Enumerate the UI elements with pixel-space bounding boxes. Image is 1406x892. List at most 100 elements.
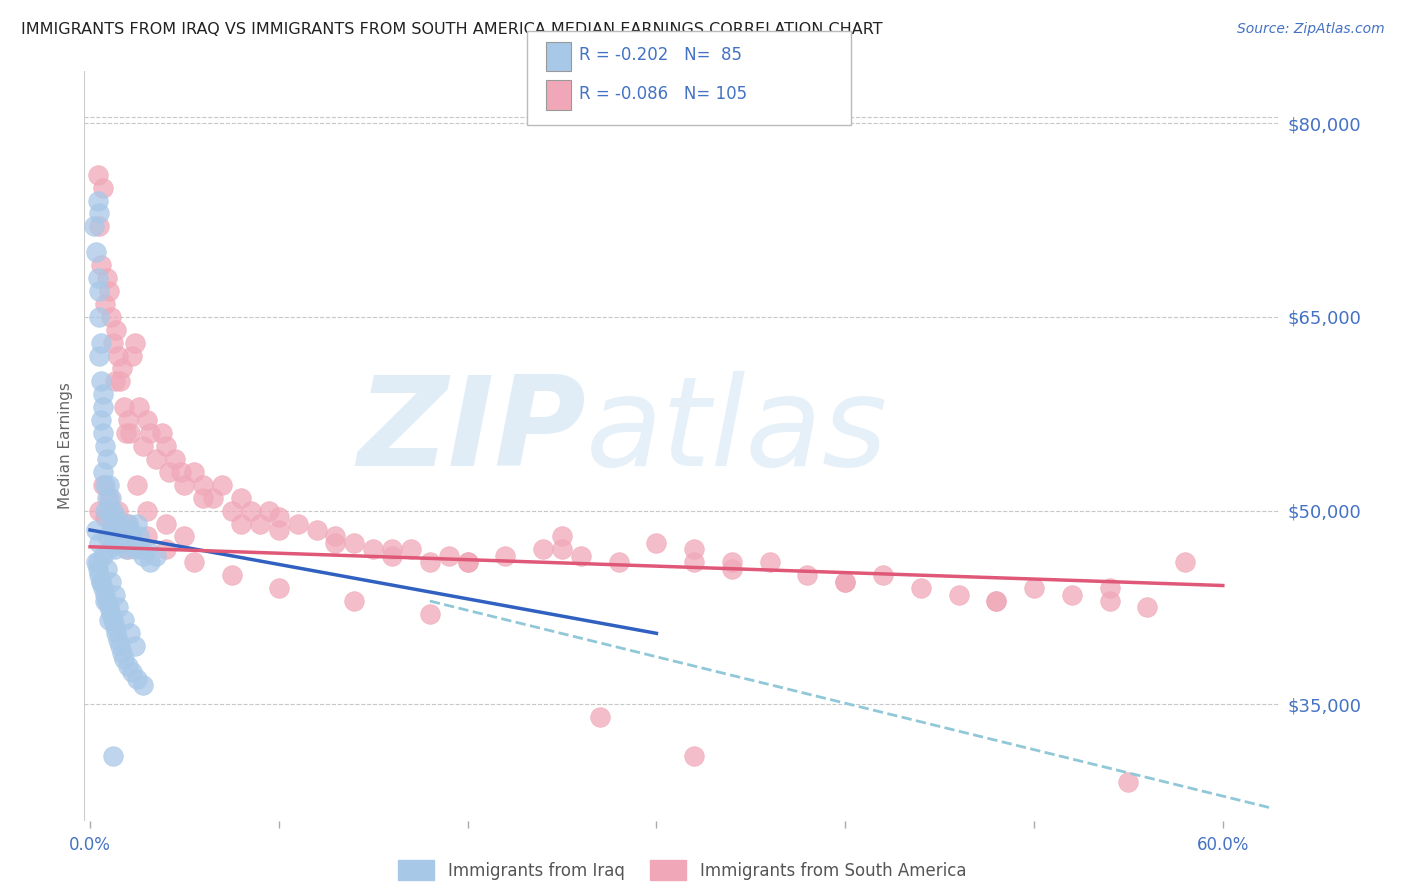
Point [122, 536, 145, 550]
Point [1118, 775, 1140, 789]
Point [155, 439, 177, 453]
Point [115, 426, 138, 441]
Point [683, 749, 706, 764]
Point [91, 387, 114, 401]
Point [94, 477, 117, 491]
Point [111, 361, 134, 376]
Text: R = -0.202   N=  85: R = -0.202 N= 85 [579, 46, 742, 64]
Point [986, 594, 1008, 608]
Point [115, 542, 138, 557]
Point [107, 516, 129, 531]
Point [607, 555, 630, 569]
Point [100, 516, 122, 531]
Point [94, 297, 117, 311]
Point [169, 465, 191, 479]
Point [86, 168, 108, 182]
Point [96, 491, 118, 505]
Point [221, 568, 243, 582]
Point [305, 523, 328, 537]
Point [96, 562, 118, 576]
Point [758, 555, 780, 569]
Point [721, 555, 744, 569]
Point [1060, 588, 1083, 602]
Point [221, 503, 243, 517]
Point [101, 529, 124, 543]
Point [91, 581, 114, 595]
Point [100, 310, 122, 324]
Point [267, 581, 290, 595]
Point [97, 614, 120, 628]
Point [105, 323, 128, 337]
Text: R = -0.086   N= 105: R = -0.086 N= 105 [579, 85, 748, 103]
Point [105, 510, 128, 524]
Point [381, 549, 404, 563]
Point [83, 219, 105, 234]
Point [381, 542, 404, 557]
Point [132, 549, 155, 563]
Point [457, 555, 479, 569]
Point [101, 614, 124, 628]
Point [139, 555, 162, 569]
Point [96, 594, 118, 608]
Point [173, 529, 195, 543]
Point [91, 180, 114, 194]
Point [494, 549, 516, 563]
Point [107, 600, 129, 615]
Point [107, 349, 129, 363]
Point [110, 375, 132, 389]
Point [193, 491, 215, 505]
Point [145, 549, 167, 563]
Point [683, 542, 706, 557]
Text: IMMIGRANTS FROM IRAQ VS IMMIGRANTS FROM SOUTH AMERICA MEDIAN EARNINGS CORRELATIO: IMMIGRANTS FROM IRAQ VS IMMIGRANTS FROM … [21, 22, 883, 37]
Point [94, 588, 117, 602]
Point [118, 626, 141, 640]
Point [834, 574, 856, 589]
Point [89, 219, 111, 234]
Point [107, 536, 129, 550]
Point [101, 503, 124, 517]
Point [155, 516, 177, 531]
Point [103, 375, 125, 389]
Point [872, 568, 894, 582]
Point [1098, 581, 1121, 595]
Point [100, 574, 122, 589]
Point [437, 549, 460, 563]
Point [111, 646, 134, 660]
Point [124, 639, 146, 653]
Point [101, 516, 124, 531]
Point [183, 555, 205, 569]
Point [110, 639, 132, 653]
Point [267, 510, 290, 524]
Point [457, 555, 479, 569]
Point [135, 529, 157, 543]
Point [100, 607, 122, 621]
Point [94, 510, 117, 524]
Point [551, 542, 574, 557]
Point [139, 426, 162, 441]
Point [132, 439, 155, 453]
Point [97, 284, 120, 298]
Point [94, 594, 117, 608]
Point [89, 349, 111, 363]
Point [89, 310, 111, 324]
Point [97, 542, 120, 557]
Text: ZIP: ZIP [357, 370, 586, 491]
Point [100, 491, 122, 505]
Point [91, 465, 114, 479]
Point [325, 536, 347, 550]
Point [84, 245, 107, 260]
Point [112, 536, 135, 550]
Point [86, 555, 108, 569]
Point [90, 335, 112, 350]
Point [89, 503, 111, 517]
Point [105, 626, 128, 640]
Point [86, 271, 108, 285]
Point [90, 574, 112, 589]
Point [128, 529, 150, 543]
Point [121, 349, 143, 363]
Point [107, 503, 129, 517]
Point [97, 600, 120, 615]
Point [121, 665, 143, 679]
Point [96, 271, 118, 285]
Point [121, 529, 143, 543]
